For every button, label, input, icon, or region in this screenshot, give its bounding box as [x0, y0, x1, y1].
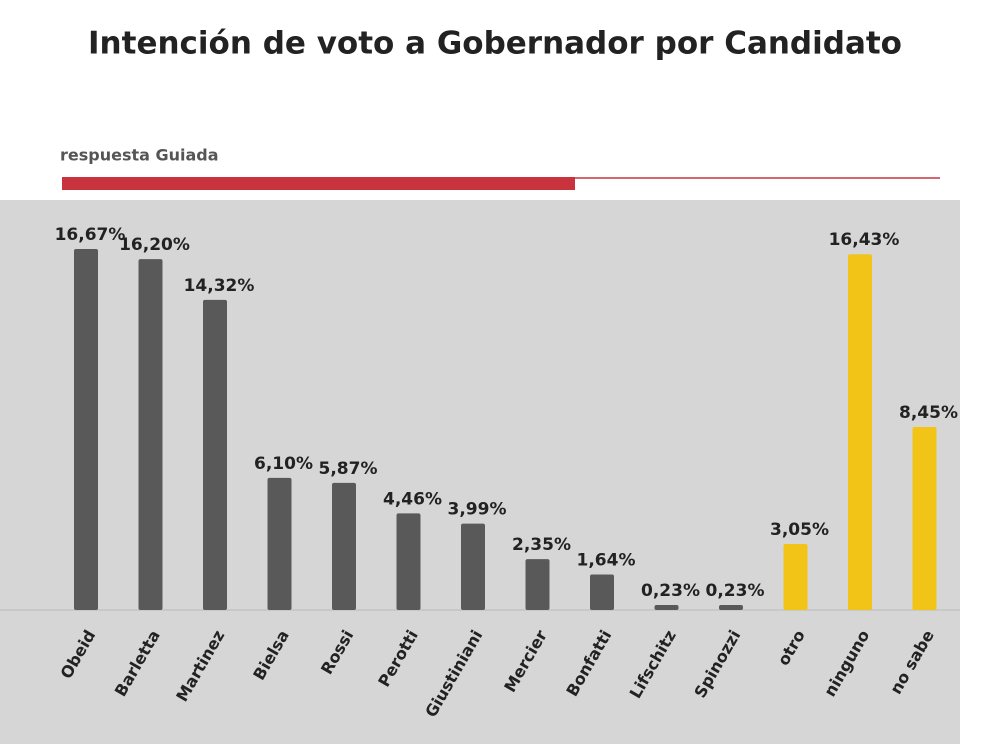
- value-label: 16,43%: [829, 230, 900, 250]
- bar: [332, 482, 356, 610]
- bar: [461, 523, 485, 610]
- value-label: 16,20%: [119, 235, 190, 255]
- subtitle: respuesta Guiada: [60, 146, 219, 165]
- bar: [783, 543, 808, 610]
- value-label: 5,87%: [319, 459, 378, 479]
- bar: [912, 427, 937, 610]
- bar: [590, 574, 614, 610]
- bar: [74, 249, 98, 610]
- value-label: 3,99%: [448, 500, 507, 520]
- bar: [396, 513, 421, 610]
- value-label: 4,46%: [383, 489, 442, 509]
- bar: [654, 605, 679, 610]
- bar: [138, 259, 163, 610]
- value-label: 1,64%: [577, 550, 636, 570]
- value-label: 6,10%: [254, 454, 313, 474]
- bar: [267, 477, 292, 610]
- value-label: 0,23%: [641, 581, 700, 601]
- bar: [203, 299, 227, 610]
- value-label: 14,32%: [184, 276, 255, 296]
- value-label: 3,05%: [770, 520, 829, 540]
- value-label: 0,23%: [706, 581, 765, 601]
- value-label: 8,45%: [899, 403, 958, 423]
- chart-title: Intención de voto a Gobernador por Candi…: [88, 26, 902, 62]
- divider-bar: [62, 177, 575, 190]
- value-label: 16,67%: [55, 225, 126, 245]
- bar: [848, 254, 872, 610]
- bar: [525, 559, 550, 610]
- value-label: 2,35%: [512, 535, 571, 555]
- bar: [719, 605, 743, 610]
